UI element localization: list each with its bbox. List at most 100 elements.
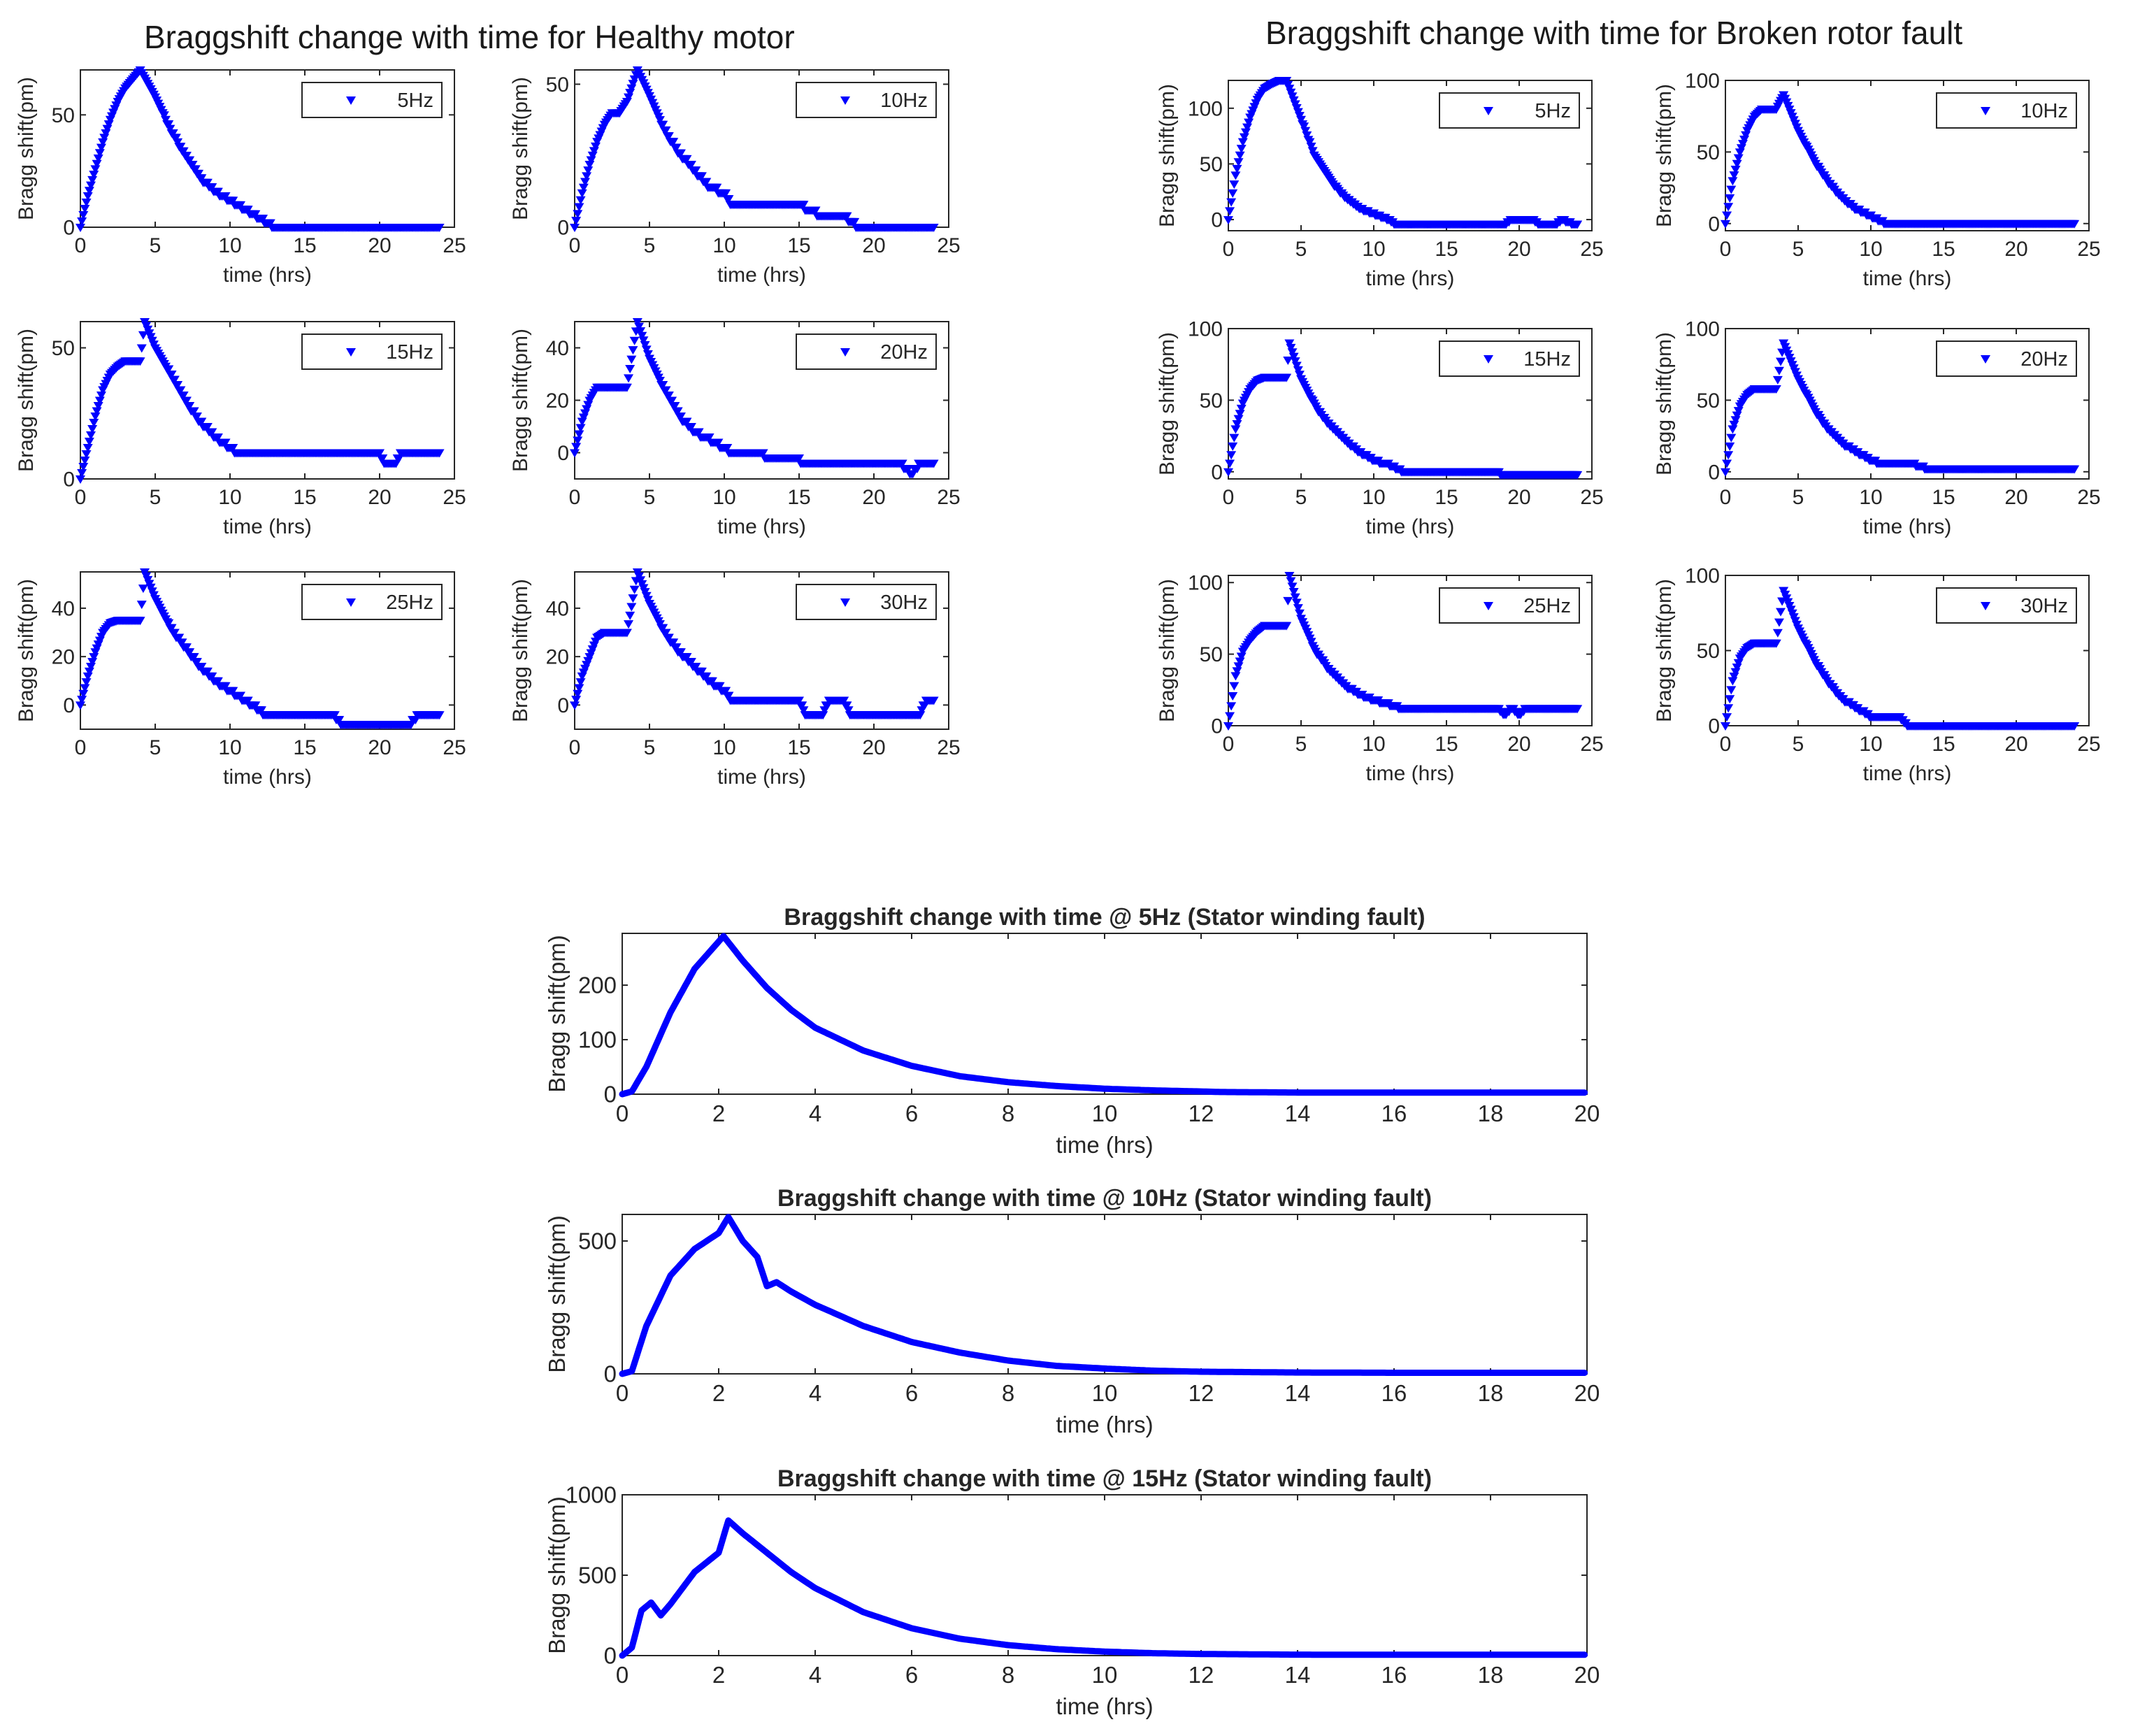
data-point <box>87 658 98 667</box>
data-point <box>1294 371 1305 380</box>
x-tick-label: 0 <box>616 1100 629 1126</box>
data-point <box>721 687 731 696</box>
y-axis-label: Bragg shift(pm) <box>544 935 570 1093</box>
data-point <box>818 711 828 720</box>
data-point <box>675 413 686 421</box>
data-point <box>1723 704 1734 713</box>
y-tick-label: 100 <box>1188 572 1223 595</box>
data-point <box>675 648 686 657</box>
data-point <box>632 318 642 327</box>
data-point <box>577 189 587 198</box>
x-tick-label: 18 <box>1478 1662 1504 1688</box>
legend-label: 10Hz <box>2020 100 2068 122</box>
data-point <box>661 126 671 135</box>
data-point <box>96 143 106 152</box>
data-point <box>849 217 860 227</box>
data-point <box>181 152 192 161</box>
chart-h30: 0 5 10 15 20 25 0 20 40 time (hrs) Bragg shift(pm)… <box>509 568 961 789</box>
x-tick-label: 5 <box>150 736 161 759</box>
data-point <box>81 199 92 207</box>
data-point <box>85 181 96 190</box>
y-tick-label: 0 <box>63 694 75 717</box>
data-point <box>1283 357 1293 366</box>
x-tick-label: 20 <box>1507 238 1530 261</box>
data-point <box>228 196 238 206</box>
data-point <box>202 667 213 676</box>
data-point <box>185 648 195 657</box>
data-point <box>256 706 266 715</box>
data-point <box>1732 159 1742 168</box>
y-tick-label: 20 <box>52 646 75 669</box>
data-point <box>82 192 93 201</box>
data-point <box>175 386 186 395</box>
data-point <box>1229 180 1240 189</box>
x-tick-label: 10 <box>712 486 735 509</box>
data-point <box>1228 692 1238 701</box>
data-point <box>573 436 583 445</box>
x-tick-label: 2 <box>712 1662 725 1688</box>
legend-label: 15Hz <box>386 341 433 364</box>
x-tick-label: 0 <box>569 736 581 759</box>
y-tick-label: 0 <box>604 1082 617 1107</box>
series-15Hz-markers <box>76 318 445 484</box>
x-tick-label: 12 <box>1188 1662 1214 1688</box>
x-tick-label: 0 <box>616 1662 629 1688</box>
data-point <box>1726 433 1737 443</box>
x-tick-label: 15 <box>293 736 316 759</box>
x-axis-label: time (hrs) <box>1056 1412 1153 1437</box>
legend: 15Hz <box>1439 340 1580 377</box>
data-point <box>85 663 96 671</box>
data-point <box>178 147 189 156</box>
y-tick-label: 0 <box>1211 715 1223 738</box>
legend-box <box>1936 340 2077 377</box>
legend: 15Hz <box>301 333 443 370</box>
chart-s10: 0 2 4 6 8 10 12 14 16 18 20 0 500 time (hrs) Bragg shi… <box>544 1185 1600 1437</box>
x-axis-label: time (hrs) <box>223 515 312 538</box>
x-tick-label: 5 <box>644 234 656 257</box>
x-tick-label: 25 <box>443 234 466 257</box>
legend-marker <box>1484 602 1493 610</box>
x-tick-label: 2 <box>712 1100 725 1126</box>
data-point <box>1236 404 1247 413</box>
data-point <box>625 611 635 620</box>
data-point <box>794 696 804 705</box>
x-tick-label: 5 <box>1295 486 1307 509</box>
data-point <box>220 438 231 447</box>
data-point <box>668 638 679 647</box>
x-tick-label: 0 <box>75 736 87 759</box>
legend-box <box>1439 587 1580 624</box>
data-point <box>667 396 677 406</box>
x-tick-label: 0 <box>1223 486 1235 509</box>
y-axis-label: Bragg shift(pm) <box>1156 332 1179 475</box>
legend: 25Hz <box>1439 587 1580 624</box>
y-tick-label: 0 <box>1211 461 1223 484</box>
x-tick-label: 12 <box>1188 1100 1214 1126</box>
y-tick-label: 40 <box>546 337 569 360</box>
data-point <box>135 357 145 366</box>
data-point <box>1230 425 1241 434</box>
x-tick-label: 15 <box>293 234 316 257</box>
data-point <box>202 423 213 431</box>
y-tick-label: 20 <box>546 646 569 669</box>
x-axis-label: time (hrs) <box>717 515 806 538</box>
y-axis-label: Bragg shift(pm) <box>1156 84 1179 227</box>
x-axis-label: time (hrs) <box>223 264 312 287</box>
legend: 10Hz <box>1936 92 2077 129</box>
data-point <box>701 178 712 187</box>
data-point <box>1235 410 1245 419</box>
legend-marker <box>840 598 850 607</box>
data-point <box>658 120 668 129</box>
data-point <box>1288 352 1299 361</box>
data-point <box>668 138 679 147</box>
data-point <box>575 196 586 205</box>
chart-title: Braggshift change with time @ 10Hz (Stat… <box>777 1185 1432 1212</box>
data-point <box>1233 662 1244 671</box>
data-point <box>80 205 90 213</box>
data-point <box>671 143 682 152</box>
data-point <box>92 407 102 416</box>
data-point <box>721 189 731 198</box>
data-point <box>1774 366 1784 375</box>
data-point <box>810 206 821 215</box>
data-point <box>189 653 199 662</box>
data-point <box>1722 459 1732 468</box>
